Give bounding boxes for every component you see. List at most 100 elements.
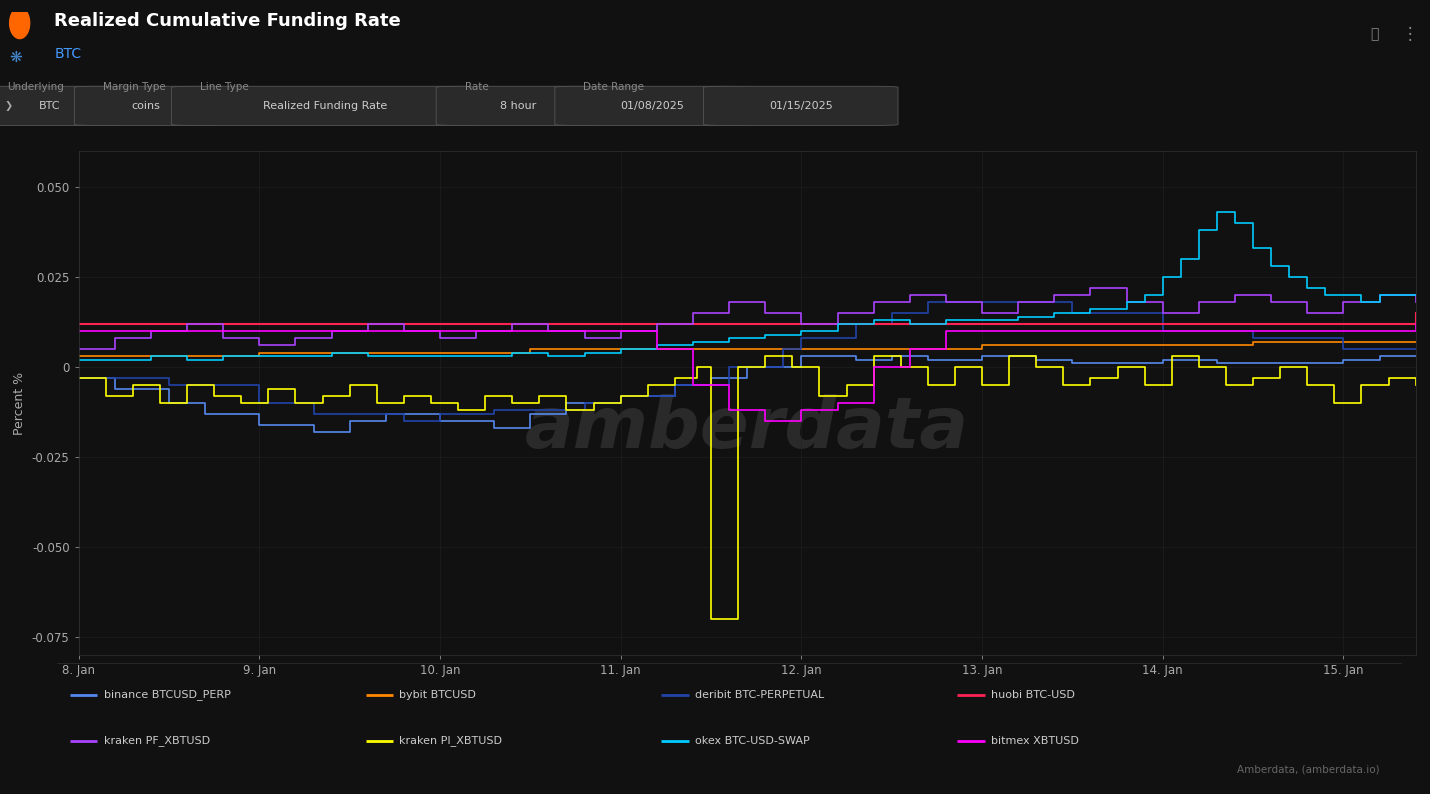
Text: Date Range: Date Range [583,82,645,91]
bybit BTCUSD [342,348,359,357]
bitmex XBTUSD [685,380,702,390]
Text: Rate: Rate [465,82,489,91]
bybit BTCUSD [522,344,539,353]
deribit BTC-PERPETUAL [1244,333,1261,343]
deribit BTC-PERPETUAL [884,308,901,318]
kraken PF_XBTUSD [250,341,267,350]
kraken PI_XBTUSD [811,391,828,400]
deribit BTC-PERPETUAL [576,399,593,408]
okex BTC-USD-SWAP [468,352,485,361]
okex BTC-USD-SWAP [287,352,305,361]
okex BTC-USD-SWAP [1263,261,1280,271]
binance BTCUSD_PERP [1154,355,1171,364]
binance BTCUSD_PERP [738,362,755,372]
Line: binance BTCUSD_PERP: binance BTCUSD_PERP [79,357,1416,432]
Text: 🔖: 🔖 [1370,27,1379,41]
Text: BTC: BTC [54,48,82,61]
Text: binance BTCUSD_PERP: binance BTCUSD_PERP [104,689,230,700]
bybit BTCUSD [1389,337,1406,346]
deribit BTC-PERPETUAL [395,416,412,426]
kraken PF_XBTUSD [1334,298,1351,307]
okex BTC-USD-SWAP [612,344,629,353]
deribit BTC-PERPETUAL [486,406,503,415]
okex BTC-USD-SWAP [974,315,991,325]
bitmex XBTUSD [1244,326,1261,336]
binance BTCUSD_PERP [486,423,503,433]
kraken PI_XBTUSD [974,380,991,390]
deribit BTC-PERPETUAL [1154,326,1171,336]
Text: BTC: BTC [39,101,61,111]
Text: kraken PI_XBTUSD: kraken PI_XBTUSD [399,735,502,746]
FancyBboxPatch shape [436,87,601,125]
FancyBboxPatch shape [704,87,898,125]
deribit BTC-PERPETUAL [847,319,864,329]
deribit BTC-PERPETUAL [1407,344,1424,353]
Line: kraken PI_XBTUSD: kraken PI_XBTUSD [79,357,1416,619]
binance BTCUSD_PERP [522,409,539,418]
bybit BTCUSD [612,344,629,353]
okex BTC-USD-SWAP [685,337,702,346]
kraken PF_XBTUSD [143,326,160,336]
kraken PI_XBTUSD [706,615,724,624]
kraken PF_XBTUSD [937,298,954,307]
bybit BTCUSD [70,352,87,361]
kraken PF_XBTUSD [1407,298,1424,307]
kraken PF_XBTUSD [612,326,629,336]
deribit BTC-PERPETUAL [1334,344,1351,353]
Text: ⋮: ⋮ [1401,25,1419,43]
deribit BTC-PERPETUAL [1064,308,1081,318]
kraken PF_XBTUSD [395,326,412,336]
okex BTC-USD-SWAP [1045,308,1062,318]
Text: ❯: ❯ [4,102,13,111]
kraken PI_XBTUSD [179,380,196,390]
Text: 01/15/2025: 01/15/2025 [769,101,832,111]
okex BTC-USD-SWAP [214,352,232,361]
Text: kraken PF_XBTUSD: kraken PF_XBTUSD [104,735,210,746]
okex BTC-USD-SWAP [865,315,882,325]
binance BTCUSD_PERP [702,373,719,383]
okex BTC-USD-SWAP [1353,298,1370,307]
kraken PF_XBTUSD [685,308,702,318]
bitmex XBTUSD [1334,326,1351,336]
okex BTC-USD-SWAP [1281,272,1298,282]
kraken PF_XBTUSD [576,333,593,343]
FancyBboxPatch shape [555,87,749,125]
Text: bitmex XBTUSD: bitmex XBTUSD [991,735,1078,746]
binance BTCUSD_PERP [666,380,684,390]
bitmex XBTUSD [1154,326,1171,336]
bybit BTCUSD [1334,337,1351,346]
bybit BTCUSD [1154,341,1171,350]
okex BTC-USD-SWAP [1083,305,1100,314]
deribit BTC-PERPETUAL [250,399,267,408]
binance BTCUSD_PERP [1371,352,1389,361]
Text: Realized Cumulative Funding Rate: Realized Cumulative Funding Rate [54,12,400,30]
okex BTC-USD-SWAP [359,352,376,361]
FancyBboxPatch shape [172,87,479,125]
okex BTC-USD-SWAP [1010,312,1027,322]
okex BTC-USD-SWAP [756,330,774,339]
kraken PF_XBTUSD [829,308,847,318]
binance BTCUSD_PERP [1244,359,1261,368]
Text: amberdata: amberdata [525,394,970,463]
kraken PF_XBTUSD [756,308,774,318]
Line: okex BTC-USD-SWAP: okex BTC-USD-SWAP [79,212,1416,360]
deribit BTC-PERPETUAL [775,344,792,353]
okex BTC-USD-SWAP [937,315,954,325]
kraken PF_XBTUSD [1298,308,1316,318]
okex BTC-USD-SWAP [179,355,196,364]
binance BTCUSD_PERP [558,399,575,408]
bitmex XBTUSD [648,344,665,353]
kraken PF_XBTUSD [359,319,376,329]
binance BTCUSD_PERP [432,416,449,426]
kraken PF_XBTUSD [70,344,87,353]
okex BTC-USD-SWAP [1334,290,1351,299]
bybit BTCUSD [919,344,937,353]
binance BTCUSD_PERP [792,352,809,361]
bybit BTCUSD [702,344,719,353]
Text: ❋: ❋ [9,50,21,65]
binance BTCUSD_PERP [70,373,87,383]
bitmex XBTUSD [432,326,449,336]
okex BTC-USD-SWAP [1317,290,1334,299]
okex BTC-USD-SWAP [1135,290,1153,299]
kraken PI_XBTUSD [919,380,937,390]
